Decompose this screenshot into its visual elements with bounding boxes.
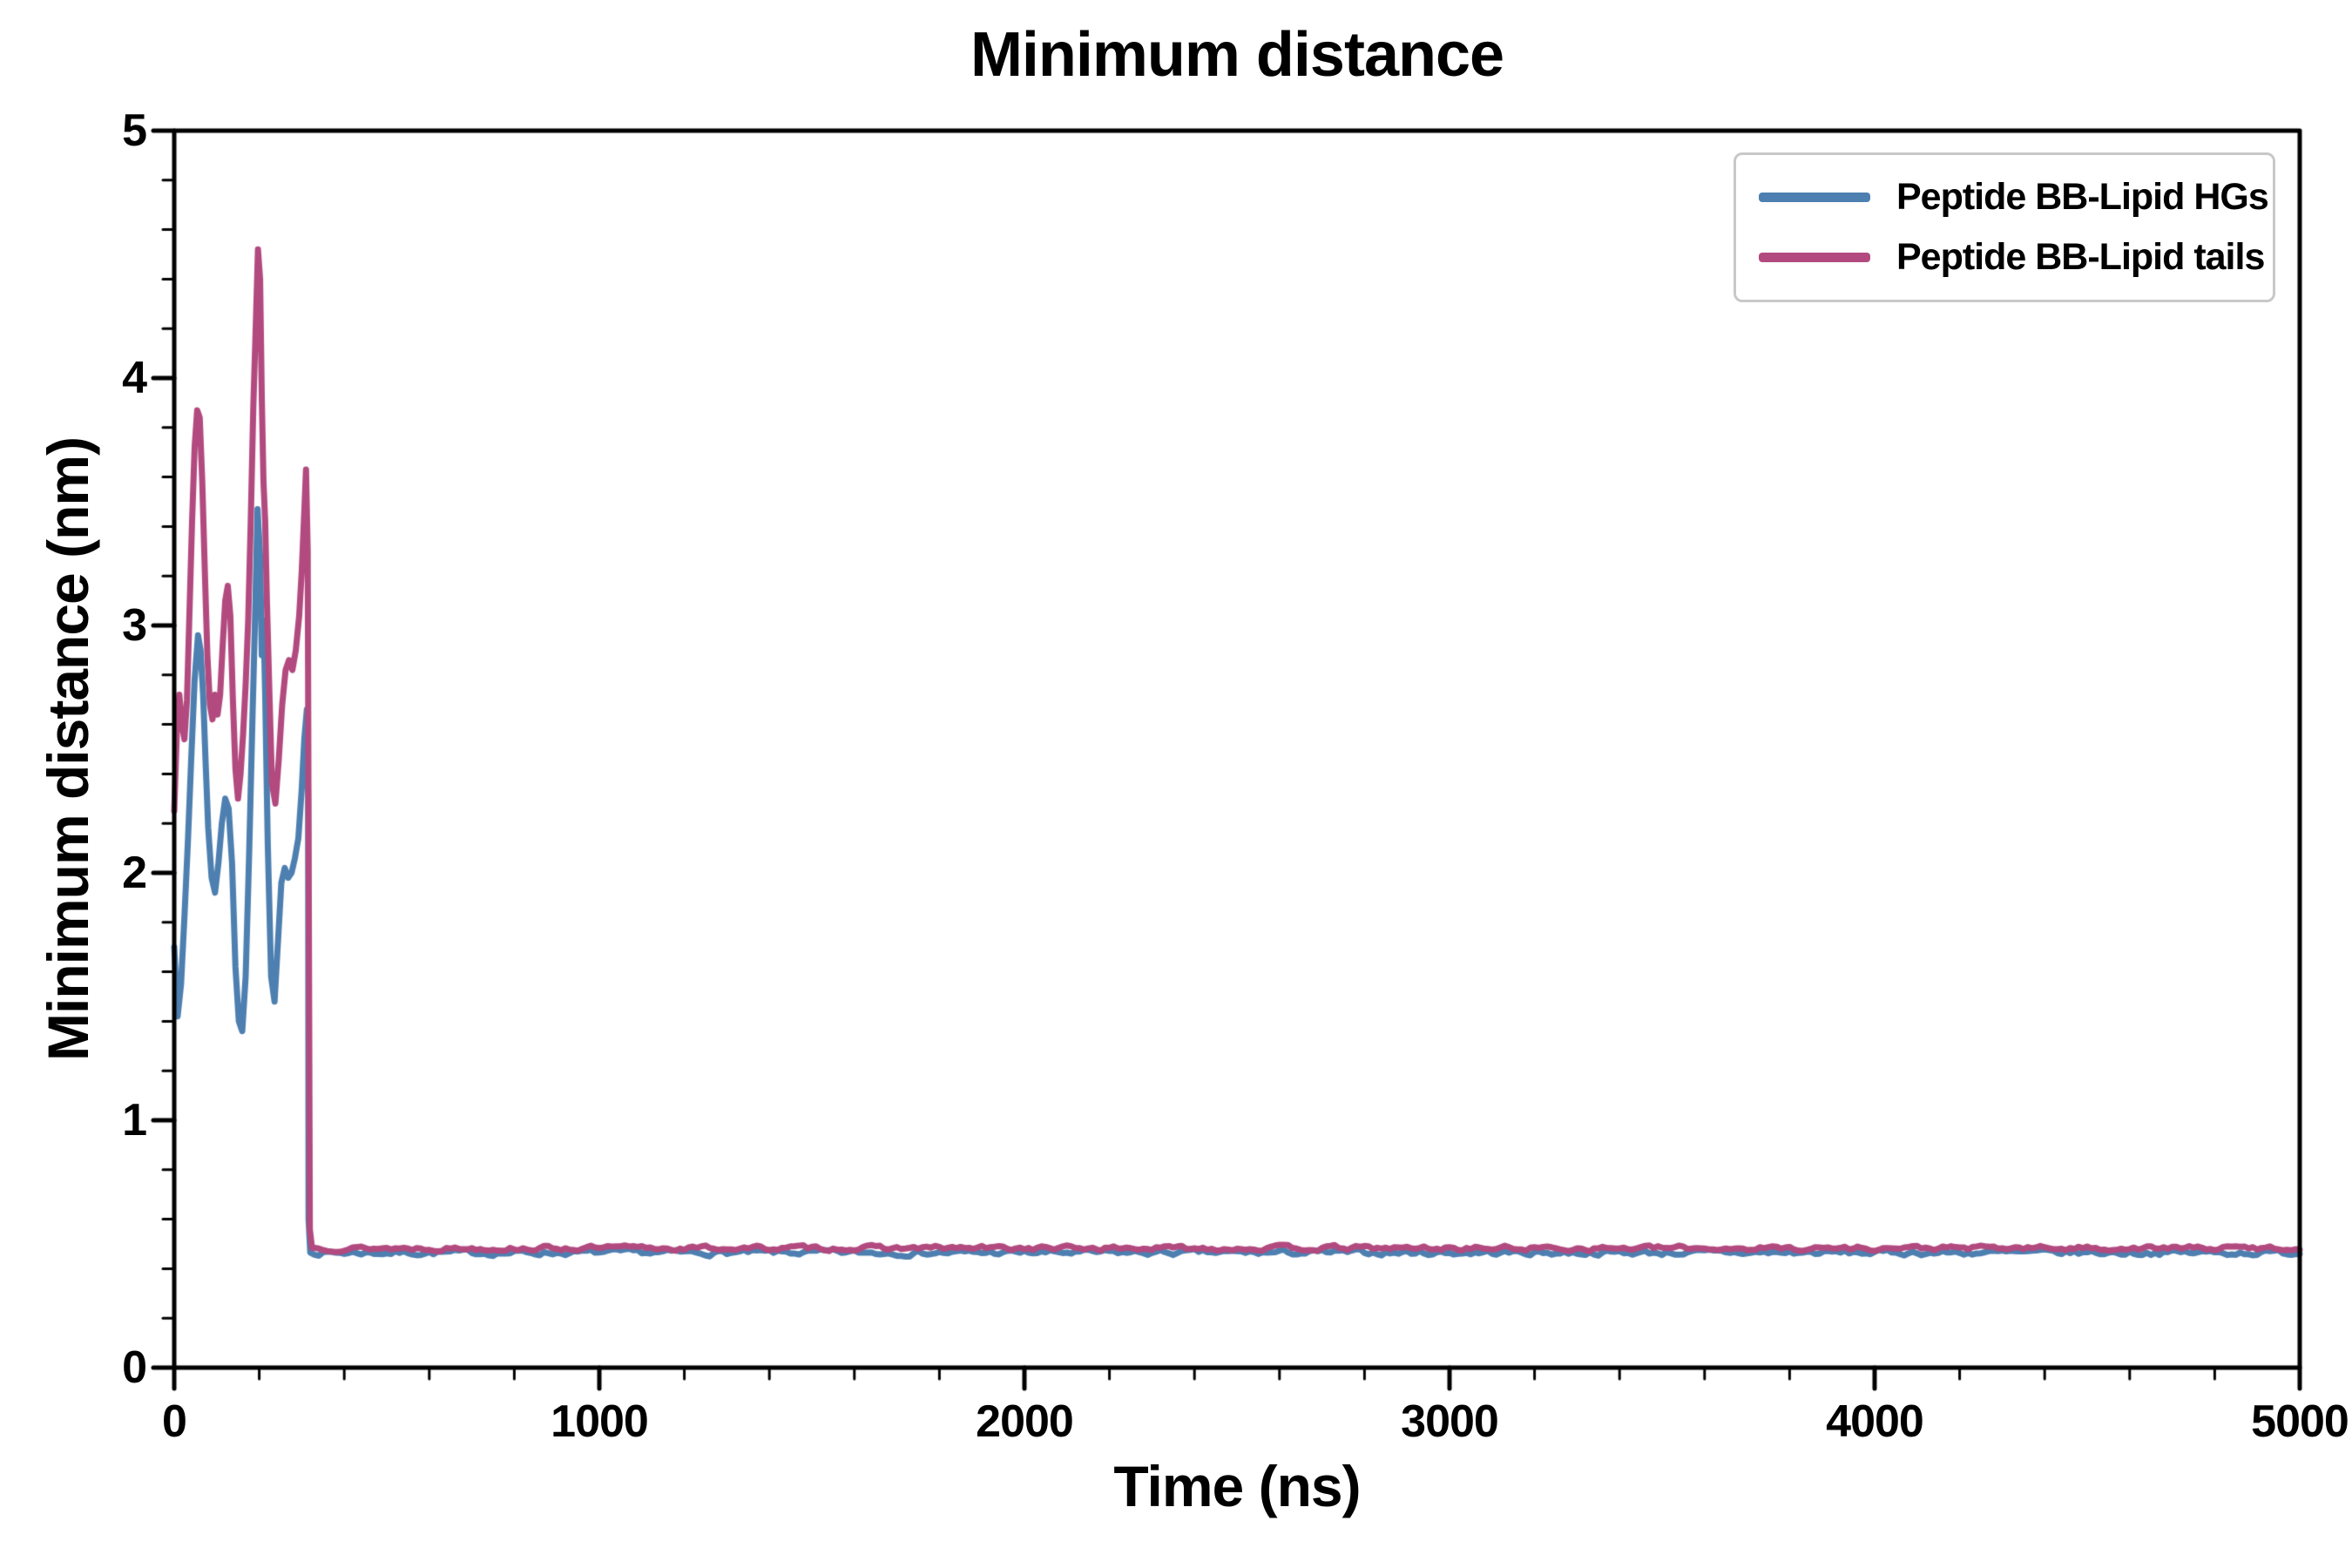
y-tick-label: 5 — [122, 105, 147, 156]
y-tick-label: 0 — [122, 1342, 147, 1393]
y-axis-label: Minimum distance (nm) — [36, 436, 100, 1062]
y-tick-label: 3 — [122, 600, 147, 651]
x-axis-label: Time (ns) — [1113, 1454, 1361, 1518]
x-tick-label: 1000 — [551, 1396, 649, 1447]
x-tick-label: 4000 — [1826, 1396, 1924, 1447]
legend-swatch-0 — [1759, 193, 1870, 202]
legend-label: Peptide BB-Lipid tails — [1896, 236, 2265, 278]
x-tick-label: 3000 — [1401, 1396, 1499, 1447]
x-tick-label: 5000 — [2251, 1396, 2349, 1447]
x-tick-label: 2000 — [976, 1396, 1074, 1447]
legend-entry: Peptide BB-Lipid HGs — [1736, 176, 2273, 219]
legend-swatch-1 — [1759, 253, 1870, 262]
x-tick-label: 0 — [162, 1396, 187, 1447]
y-tick-label: 2 — [122, 848, 147, 898]
y-tick-label: 4 — [122, 353, 147, 403]
legend: Peptide BB-Lipid HGs Peptide BB-Lipid tai… — [1734, 152, 2275, 302]
chart-title: Minimum distance — [970, 20, 1504, 90]
legend-label: Peptide BB-Lipid HGs — [1896, 176, 2269, 218]
legend-entry: Peptide BB-Lipid tails — [1736, 236, 2273, 279]
y-tick-label: 1 — [122, 1095, 147, 1146]
